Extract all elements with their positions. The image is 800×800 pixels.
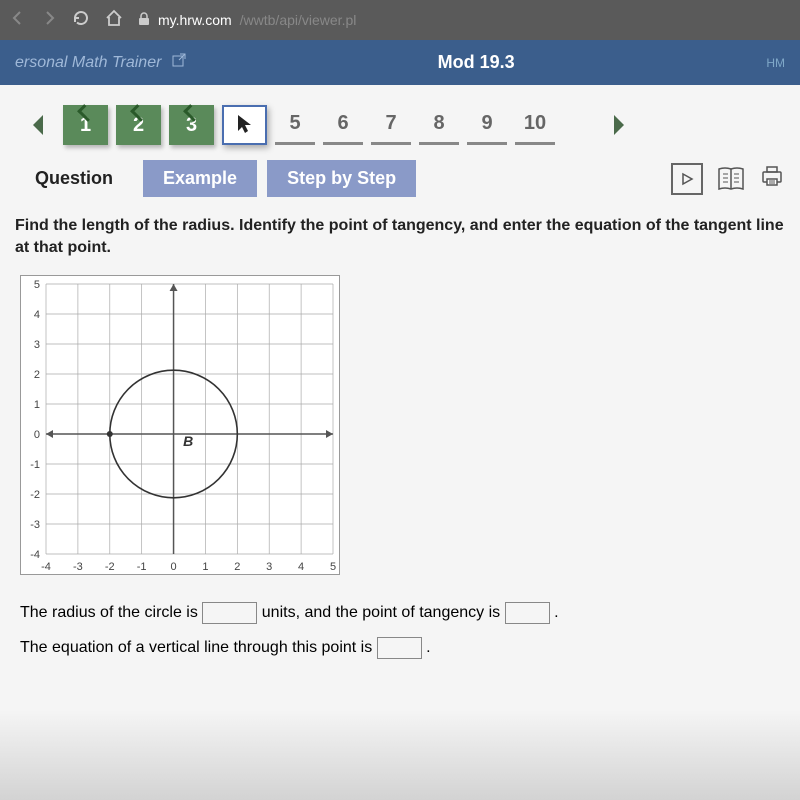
app-header: ersonal Math Trainer Mod 19.3 HM [0, 40, 800, 85]
radius-input[interactable] [202, 602, 257, 624]
question-prompt: Find the length of the radius. Identify … [15, 215, 785, 260]
print-button[interactable] [759, 163, 785, 194]
app-title: ersonal Math Trainer [15, 53, 186, 72]
tab-row: Question Example Step by Step [15, 160, 785, 197]
url-bar[interactable]: my.hrw.com/wwtb/api/viewer.pl [138, 12, 356, 29]
forward-icon[interactable] [41, 10, 57, 31]
svg-text:-1: -1 [30, 459, 40, 471]
nav-next-button[interactable] [601, 105, 636, 145]
answer-text-1b: units, and the point of tangency is [262, 604, 500, 621]
module-label: Mod 19.3 [438, 52, 515, 73]
svg-text:1: 1 [34, 399, 40, 411]
nav-item-2[interactable]: 2 [116, 105, 161, 145]
answer-text-1a: The radius of the circle is [20, 604, 198, 621]
url-path: /wwtb/api/viewer.pl [240, 12, 357, 28]
tangency-input[interactable] [505, 602, 550, 624]
brand-label: HM [766, 56, 785, 70]
nav-item-5[interactable]: 5 [275, 105, 315, 145]
svg-text:B: B [183, 433, 193, 449]
answer-section: The radius of the circle is units, and t… [20, 595, 785, 665]
nav-item-1[interactable]: 1 [63, 105, 108, 145]
nav-item-6[interactable]: 6 [323, 105, 363, 145]
svg-text:0: 0 [34, 429, 40, 441]
svg-text:5: 5 [330, 561, 336, 573]
browser-bar: my.hrw.com/wwtb/api/viewer.pl [0, 0, 800, 40]
nav-item-4[interactable]: 4 [222, 105, 267, 145]
fade-overlay [0, 710, 800, 800]
lock-icon [138, 12, 150, 29]
content-area: 1 2 3 4 5 6 7 8 9 10 Question Example St… [0, 85, 800, 800]
home-icon[interactable] [105, 9, 123, 32]
answer-text-2a: The equation of a vertical line through … [20, 639, 372, 656]
video-button[interactable] [671, 163, 703, 195]
cursor-icon [236, 113, 254, 137]
question-nav: 1 2 3 4 5 6 7 8 9 10 [20, 105, 785, 145]
svg-text:-1: -1 [137, 561, 147, 573]
svg-text:-2: -2 [105, 561, 115, 573]
svg-text:3: 3 [34, 339, 40, 351]
textbook-button[interactable] [715, 163, 747, 195]
nav-item-7[interactable]: 7 [371, 105, 411, 145]
svg-text:2: 2 [34, 369, 40, 381]
tab-step-by-step[interactable]: Step by Step [267, 160, 416, 197]
svg-text:4: 4 [34, 309, 40, 321]
svg-text:1: 1 [202, 561, 208, 573]
equation-input[interactable] [377, 637, 422, 659]
tab-example[interactable]: Example [143, 160, 257, 197]
coordinate-graph: -4 -3 -2 -1 0 1 2 3 4 5 -4 -3 -2 -1 0 1 2 3 4 5 B [20, 275, 340, 575]
nav-item-3[interactable]: 3 [169, 105, 214, 145]
svg-text:5: 5 [34, 279, 40, 291]
svg-text:0: 0 [170, 561, 176, 573]
nav-item-9[interactable]: 9 [467, 105, 507, 145]
reload-icon[interactable] [72, 9, 90, 32]
url-domain: my.hrw.com [158, 12, 232, 28]
nav-prev-button[interactable] [20, 105, 55, 145]
external-link-icon[interactable] [172, 54, 186, 71]
svg-text:-4: -4 [30, 549, 40, 561]
svg-text:-4: -4 [41, 561, 51, 573]
svg-text:2: 2 [234, 561, 240, 573]
back-icon[interactable] [10, 10, 26, 31]
nav-item-10[interactable]: 10 [515, 105, 555, 145]
tab-question[interactable]: Question [15, 160, 133, 197]
nav-item-8[interactable]: 8 [419, 105, 459, 145]
svg-text:-2: -2 [30, 489, 40, 501]
svg-text:4: 4 [298, 561, 304, 573]
svg-text:3: 3 [266, 561, 272, 573]
svg-text:-3: -3 [30, 519, 40, 531]
svg-text:-3: -3 [73, 561, 83, 573]
